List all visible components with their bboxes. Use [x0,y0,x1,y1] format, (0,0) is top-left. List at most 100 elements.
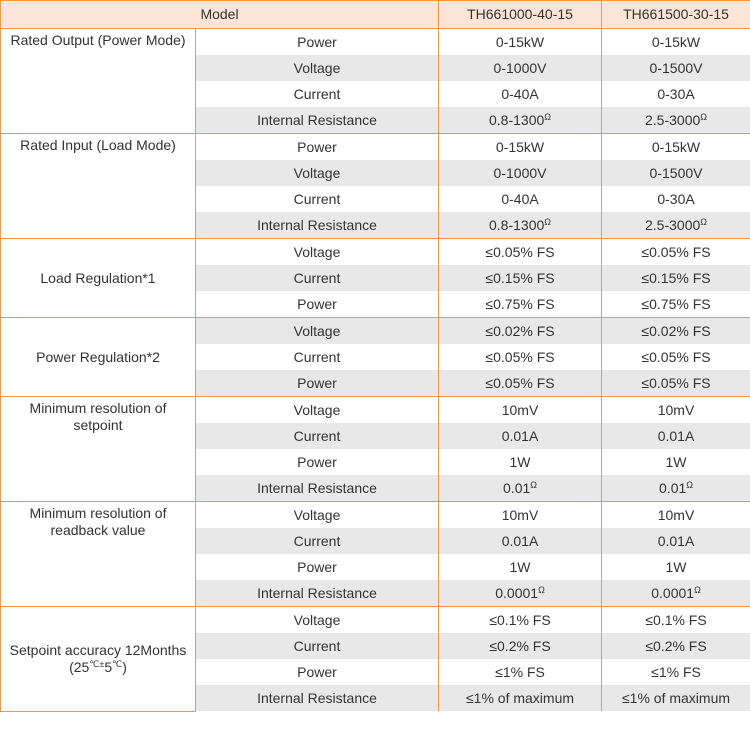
value-cell: ≤1% of maximum [438,685,603,711]
param-cell: Voltage [194,238,440,265]
value-cell: ≤0.05% FS [601,370,750,397]
value-unit: Ω [530,479,537,490]
value-cell: 0.01A [438,423,603,449]
param-cell: Current [194,423,440,449]
value-cell: 10mV [601,396,750,423]
value-cell: 0.0001Ω [438,580,603,607]
param-cell: Power [194,554,440,580]
group-label: Power Regulation*2 [0,317,196,397]
param-cell: Current [194,528,440,554]
value-cell: ≤1% FS [438,659,603,685]
param-cell: Current [194,265,440,291]
value-cell: 0-1500V [601,55,750,81]
value-text: 0.0001 [651,584,695,601]
value-cell: ≤0.02% FS [438,317,603,344]
group-label: Minimum resolution of readback value [0,501,196,607]
value-cell: 0.01A [601,528,750,554]
row: Power 1W 1W [1,449,750,475]
value-cell: 0-40A [438,81,603,107]
value-cell: 2.5-3000Ω [601,107,750,134]
value-cell: 0.0001Ω [601,580,750,607]
param-cell: Internal Resistance [194,212,440,239]
value-unit: Ω [694,584,701,595]
group-label: Setpoint accuracy 12Months (25℃±5℃) [0,606,196,712]
value-cell: 0-1500V [601,160,750,186]
value-cell: 0.01A [601,423,750,449]
param-cell: Voltage [194,606,440,633]
value-cell: ≤1% of maximum [601,685,750,711]
table-body: Model TH661000-40-15 TH661500-30-15 Rated O… [0,0,750,712]
value-cell: 0-15kW [601,28,750,55]
value-cell: ≤0.15% FS [438,265,603,291]
value-cell: ≤0.05% FS [438,344,603,370]
row: Current 0-40A 0-30A [1,186,750,212]
value-cell: 0-15kW [438,133,603,160]
value-cell: 1W [601,449,750,475]
row: Voltage 0-1000V 0-1500V [1,55,750,81]
value-cell: 0-1000V [438,55,603,81]
param-cell: Voltage [194,501,440,528]
group-label-note: ℃± [89,658,105,669]
row: Current 0.01A 0.01A [1,528,750,554]
value-cell: ≤0.05% FS [438,238,603,265]
group-label-text: Rated Input (Load Mode) [20,137,176,153]
row: Rated Input (Load Mode) Power 0-15kW 0-15kW [0,133,750,239]
row: Current ≤0.2% FS ≤0.2% FS [1,633,750,659]
value-cell: ≤0.02% FS [601,317,750,344]
row: Internal Resistance 0.01Ω 0.01Ω [1,475,750,502]
value-cell: ≤0.1% FS [438,606,603,633]
value-cell: ≤0.05% FS [438,370,603,397]
value-cell: 10mV [601,501,750,528]
value-cell: 0-1000V [438,160,603,186]
header-cell: TH661000-40-15 [438,0,603,29]
value-unit: Ω [544,111,552,122]
value-cell: 0.01Ω [601,475,750,502]
value-text: 0.01 [659,479,687,496]
value-cell: ≤0.2% FS [438,633,603,659]
param-cell: Power [194,133,440,160]
value-cell: 0-30A [601,81,750,107]
value-cell: 0-30A [601,186,750,212]
value-cell: ≤0.75% FS [438,291,603,318]
value-text: 2.5-3000 [645,216,701,233]
value-cell: 0.01A [438,528,603,554]
param-cell: Current [194,633,440,659]
row: Current ≤0.05% FS ≤0.05% FS [1,344,750,370]
group-label-note: ) [122,658,127,675]
param-cell: Internal Resistance [194,685,440,711]
param-cell: Current [194,186,440,212]
param-cell: Power [194,449,440,475]
group-label: Minimum resolution of setpoint [0,396,196,502]
group-label-note: 5 [104,658,113,675]
spec-table: Model TH661000-40-15 TH661500-30-15 Rated O… [0,0,750,712]
row: Setpoint accuracy 12Months (25℃±5℃) Voltag… [0,606,750,712]
row: Minimum resolution of readback value Volt… [0,501,750,607]
group-label: Rated Output (Power Mode) [0,28,196,134]
param-cell: Internal Resistance [194,475,440,502]
value-cell: 1W [438,554,603,580]
header-cell: Model [0,0,440,29]
row: Voltage 0-1000V 0-1500V [1,160,750,186]
value-text: 0.8-1300 [489,216,545,233]
value-cell: ≤0.75% FS [601,291,750,318]
value-cell: 10mV [438,501,603,528]
header-cell: TH661500-30-15 [601,0,750,29]
value-cell: ≤1% FS [601,659,750,685]
value-unit: Ω [544,216,552,227]
param-cell: Power [194,370,440,397]
value-cell: 1W [601,554,750,580]
value-cell: 0-15kW [438,28,603,55]
group-label: Rated Input (Load Mode) [0,133,196,239]
group-label-text: Minimum resolution of setpoint [29,400,167,433]
value-text: 0.01 [503,479,531,496]
value-cell: 0.8-1300Ω [438,107,603,134]
group-label-text: Rated Output (Power Mode) [10,32,186,48]
param-cell: Voltage [194,55,440,81]
value-unit: Ω [538,584,545,595]
group-label-note: ℃ [112,658,123,669]
value-text: 0.8-1300 [489,111,545,128]
row: Rated Output (Power Mode) Power 0-15kW 0-15… [0,28,750,134]
value-cell: ≤0.2% FS [601,633,750,659]
param-cell: Voltage [194,317,440,344]
